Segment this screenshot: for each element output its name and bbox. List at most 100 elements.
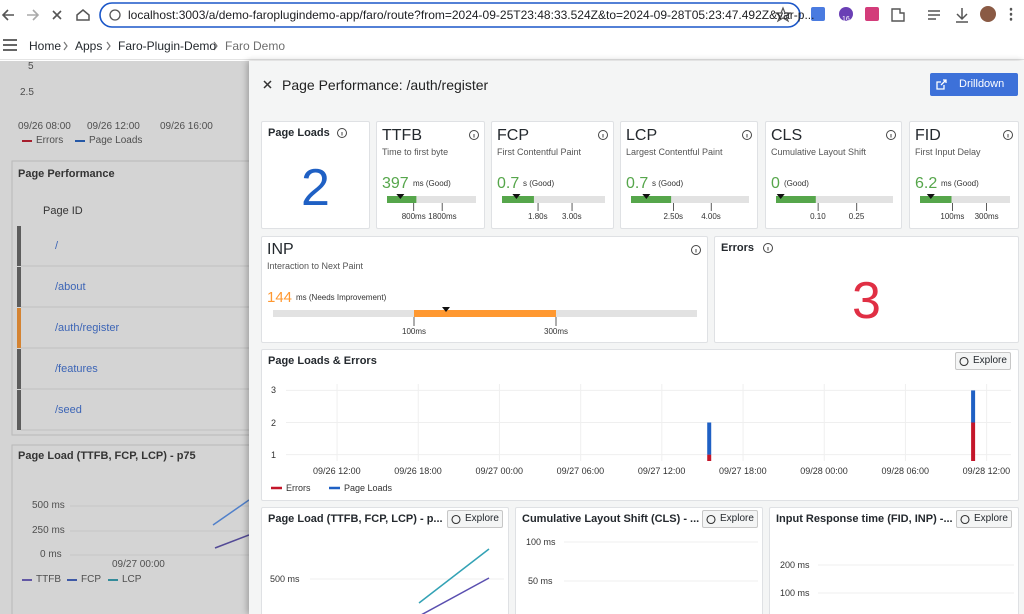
graphics [959, 356, 969, 367]
threshold-label: 3.00s [562, 212, 582, 221]
row-strip [17, 349, 21, 389]
vital-value: 6.2 [915, 175, 938, 192]
legend-label: Errors [36, 135, 64, 146]
graphics [631, 130, 752, 211]
vital-value: 397 [382, 175, 409, 192]
x-tick-label: 09/28 12:00 [962, 466, 1011, 476]
panel-title: Cumulative Layout Shift (CLS) - ... [522, 513, 700, 525]
y-tick-label: 250 ms [32, 525, 65, 536]
browser-toolbar: localhost:3003/a/demo-faroplugindemo-app… [0, 0, 1024, 30]
table-link[interactable]: / [55, 240, 59, 252]
gauge-marker [396, 194, 405, 199]
gauge-marker [642, 194, 651, 199]
legend-label[interactable]: Page Loads [344, 483, 393, 493]
vital-value: 0 [771, 175, 780, 192]
vital-rating: ms (Good) [941, 179, 979, 188]
y-tick-label: 500 ms [270, 574, 300, 584]
table-link[interactable]: /auth/register [55, 322, 120, 334]
graphics [818, 564, 1014, 594]
breadcrumb[interactable]: Home [29, 39, 62, 53]
graphics [11, 140, 249, 614]
legend-label[interactable]: Errors [286, 483, 311, 493]
table-link[interactable]: /seed [55, 404, 82, 416]
info-icon [742, 130, 752, 140]
gauge-track [776, 196, 893, 203]
errors-card: Errors 3 [714, 236, 1019, 343]
chart-panel: Page Load (TTFB, FCP, LCP) - p... Explore… [261, 507, 509, 614]
graphics [920, 130, 1013, 211]
graphics [960, 514, 970, 525]
web-vital-card: FCP First Contentful Paint 0.7 s (Good) 1.80… [491, 121, 614, 229]
gauge-track [631, 196, 749, 203]
chart-panel [11, 444, 249, 614]
threshold-label: 100ms [402, 327, 427, 336]
explore-button[interactable]: Explore [447, 510, 503, 528]
card-title: Page Loads [268, 127, 330, 139]
graphics [271, 384, 1011, 490]
gauge-marker [512, 194, 521, 199]
threshold-label: 100ms [940, 212, 965, 221]
web-vital-card: LCP Largest Contentful Paint 0.7 s (Good) 2.… [620, 121, 758, 229]
vital-description: Largest Contentful Paint [626, 147, 723, 157]
graphics [387, 130, 479, 211]
button-label: Explore [465, 513, 499, 524]
vital-name: TTFB [382, 127, 422, 144]
extension-icon-2 [865, 7, 879, 21]
panel-title: Input Response time (FID, INP) -... [776, 513, 953, 525]
threshold-label: 0.10 [810, 212, 826, 221]
web-vital-card: FID First Input Delay 6.2 ms (Good) 100ms 300… [909, 121, 1019, 229]
vital-description: Time to first byte [382, 147, 449, 157]
info-icon [337, 128, 347, 138]
button-label: Explore [974, 513, 1008, 524]
extension-translate [811, 7, 825, 21]
gauge-fill [631, 196, 672, 203]
explore-icon [706, 514, 716, 525]
threshold-label: 1800ms [428, 212, 457, 221]
x-tick-label: 09/26 18:00 [394, 466, 442, 476]
gauge-marker [926, 194, 935, 199]
panel-title: Page Load (TTFB, FCP, LCP) - p75 [18, 450, 196, 462]
dim-overlay [0, 61, 249, 614]
media-button [928, 10, 940, 20]
button-label: Drilldown [959, 78, 1005, 90]
panel-title: Page Performance [18, 168, 115, 180]
y-tick-label: 3 [271, 385, 277, 396]
vital-rating: s (Good) [523, 179, 555, 188]
row-strip [17, 226, 21, 266]
x-tick-label: 09/27 00:00 [112, 559, 165, 570]
x-tick-label: 09/26 16:00 [160, 121, 213, 132]
y-tick-label: 0 ms [40, 549, 62, 560]
info-icon [598, 130, 608, 140]
bookmark-star [774, 6, 792, 23]
profile-avatar [980, 6, 996, 22]
x-tick-label: 09/28 00:00 [800, 466, 848, 476]
info-icon [469, 130, 479, 140]
x-tick-label: 09/28 06:00 [881, 466, 929, 476]
series-line [212, 499, 249, 526]
explore-button[interactable]: Explore [702, 510, 758, 528]
vital-description: Interaction to Next Paint [267, 261, 364, 271]
explore-button[interactable]: Explore [956, 510, 1012, 528]
web-vital-card: CLS Cumulative Layout Shift 0 (Good) 0.10 0.2… [765, 121, 902, 229]
breadcrumb-separator [63, 41, 68, 51]
vital-name: INP [267, 241, 294, 258]
web-vital-card: TTFB Time to first byte 397 ms (Good) 800ms 1… [376, 121, 485, 229]
hamburger-menu [3, 39, 17, 51]
graphics [763, 243, 773, 253]
chart-panel: Cumulative Layout Shift (CLS) - ... Explo… [515, 507, 763, 614]
table-link[interactable]: /features [55, 363, 98, 375]
table-link[interactable]: /about [55, 281, 86, 293]
gauge-fill [776, 196, 816, 203]
drawer: Page Performance: /auth/register Drilldow… [249, 61, 1024, 614]
inp-card: INP Interaction to Next Paint 144 ms (Needs… [261, 236, 708, 343]
explore-button[interactable]: Explore [955, 352, 1011, 370]
breadcrumb[interactable]: Apps [75, 39, 103, 53]
y-tick-label: 2.5 [20, 87, 34, 98]
drilldown-button[interactable]: Drilldown [930, 73, 1018, 96]
breadcrumb[interactable]: Faro-Plugin-Demo [118, 39, 217, 53]
forward-button [27, 9, 40, 21]
graphics [936, 79, 947, 90]
series-line [418, 548, 490, 604]
bar-segment [707, 422, 712, 455]
